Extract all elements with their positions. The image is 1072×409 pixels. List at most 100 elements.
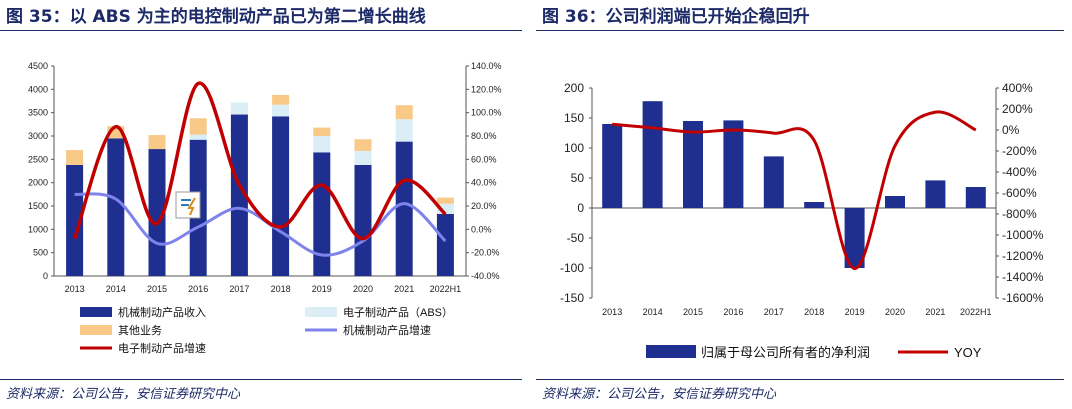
profit-bar [844,208,865,268]
stacked-bar-segment [66,150,84,165]
stacked-bar-segment [272,116,290,277]
right-y-tick-label: -1400% [1002,270,1044,284]
left-chart: 0 500 1000 1500 2000 2500 3000 3500 4000 4500 -40.… [28,61,502,355]
stacked-bar-segment [436,213,454,276]
right-y-tick-label: -800% [1002,207,1037,221]
left-figure-title: 图 35：以 ABS 为主的电控制动产品已为第二增长曲线 [6,7,426,27]
right-y-tick-label: 20.0% [471,201,497,211]
right-y-tick-label: 120.0% [471,84,502,94]
x-tick-label: 2016 [188,284,208,294]
left-y-tick-label: 1000 [28,224,48,234]
profit-bar [642,101,663,208]
x-tick-label: 2015 [683,307,703,317]
legend-label: 电子制动产品（ABS） [343,305,453,319]
growth-line-series [72,81,447,241]
right-y-tick-label: -200% [1002,144,1037,158]
x-tick-label: 2015 [147,284,167,294]
x-tick-label: 2022H1 [430,284,462,294]
profit-bar [925,180,946,208]
right-y-tick-label: 140.0% [471,61,502,71]
legend-label: 其他业务 [118,324,162,337]
stacked-bar-segment [354,164,372,276]
stacked-bar-segment [436,197,454,204]
left-y-tick-label: 150 [564,111,584,125]
right-y-tick-label: -600% [1002,186,1037,200]
legend-label: 电子制动产品增速 [118,341,206,355]
right-y-tick-label: -400% [1002,165,1037,179]
stacked-bar-segment [272,94,290,105]
x-tick-label: 2019 [312,284,332,294]
right-figure-title: 图 36：公司利润端已开始企稳回升 [542,7,810,27]
legend-label: 归属于母公司所有者的净利润 [701,345,870,360]
profit-bar [885,196,905,208]
left-y-tick-label: 4000 [28,84,48,94]
legend-swatch [646,345,696,358]
profit-bar [683,121,703,208]
stacked-bar-segment [354,139,372,151]
left-y-tick-label: -150 [560,291,584,305]
left-footer-divider [0,379,522,380]
right-y-tick-label: 100.0% [471,108,502,118]
legend-label: 机械制动产品增速 [343,323,431,337]
legend-label: YOY [954,345,982,360]
legend-swatch [80,307,112,317]
left-y-tick-label: 3000 [28,131,48,141]
left-y-tick-label: 2000 [28,178,48,188]
left-y-tick-label: 4500 [28,61,48,71]
stacked-bar-segment [313,136,331,153]
stacked-bar-segment [272,104,290,117]
right-y-tick-label: -1000% [1002,228,1044,242]
left-y-tick-label: 3500 [28,108,48,118]
left-y-tick-label: 0 [577,201,584,215]
x-tick-label: 2018 [804,307,824,317]
profit-bar [763,156,784,208]
left-y-tick-label: 1500 [28,201,48,211]
right-y-tick-label: -1600% [1002,291,1044,305]
stacked-bar-segment [395,141,413,276]
right-y-tick-label: 400% [1002,81,1033,95]
stacked-bar-segment [313,127,331,136]
stacked-bar-segment [66,164,84,276]
stacked-bar-segment [107,138,125,276]
left-y-tick-label: 2500 [28,154,48,164]
profit-bar [965,187,986,208]
stacked-bar-segment [230,102,248,115]
left-title-divider [0,30,522,31]
left-source-note: 资料来源：公司公告，安信证券研究中心 [6,387,241,402]
growth-line-series [74,192,447,257]
stacked-bar-segment [395,119,413,142]
left-y-tick-label: 100 [564,141,584,155]
profit-bar [723,120,744,208]
x-tick-label: 2019 [845,307,865,317]
stacked-bar-segment [436,203,454,214]
stacked-bar-segment [148,135,166,150]
left-y-tick-label: 0 [43,271,48,281]
x-tick-label: 2021 [925,307,945,317]
stacked-bar-segment [313,152,331,276]
left-y-tick-label: -50 [567,231,585,245]
legend-swatch [80,325,112,335]
right-y-tick-label: 0.0% [471,224,492,234]
right-y-tick-label: -20.0% [471,248,500,258]
x-tick-label: 2016 [723,307,743,317]
stacked-bar-segment [354,150,372,165]
document-glyph-bolt [187,197,196,216]
legend-label: 机械制动产品收入 [118,305,206,319]
x-tick-label: 2021 [394,284,414,294]
x-tick-label: 2013 [602,307,622,317]
left-figure-panel: 图 35：以 ABS 为主的电控制动产品已为第二增长曲线 0 500 1000 150… [0,0,530,409]
x-tick-label: 2014 [643,307,663,317]
left-y-tick-label: 50 [571,171,585,185]
profit-bar [602,124,623,208]
right-chart: -150 -100 -50 0 50 100 150 200 -1600% -1400% -1200… [560,81,1044,360]
x-tick-label: 2017 [764,307,784,317]
profit-bar [804,202,825,208]
yoy-line-series [612,110,977,271]
right-y-tick-label: -1200% [1002,249,1044,263]
right-y-tick-label: 0% [1002,123,1020,137]
x-tick-label: 2020 [353,284,373,294]
left-y-tick-label: 500 [33,248,48,258]
x-tick-label: 2013 [65,284,85,294]
x-tick-label: 2017 [229,284,249,294]
document-glyph-lines [181,199,191,206]
